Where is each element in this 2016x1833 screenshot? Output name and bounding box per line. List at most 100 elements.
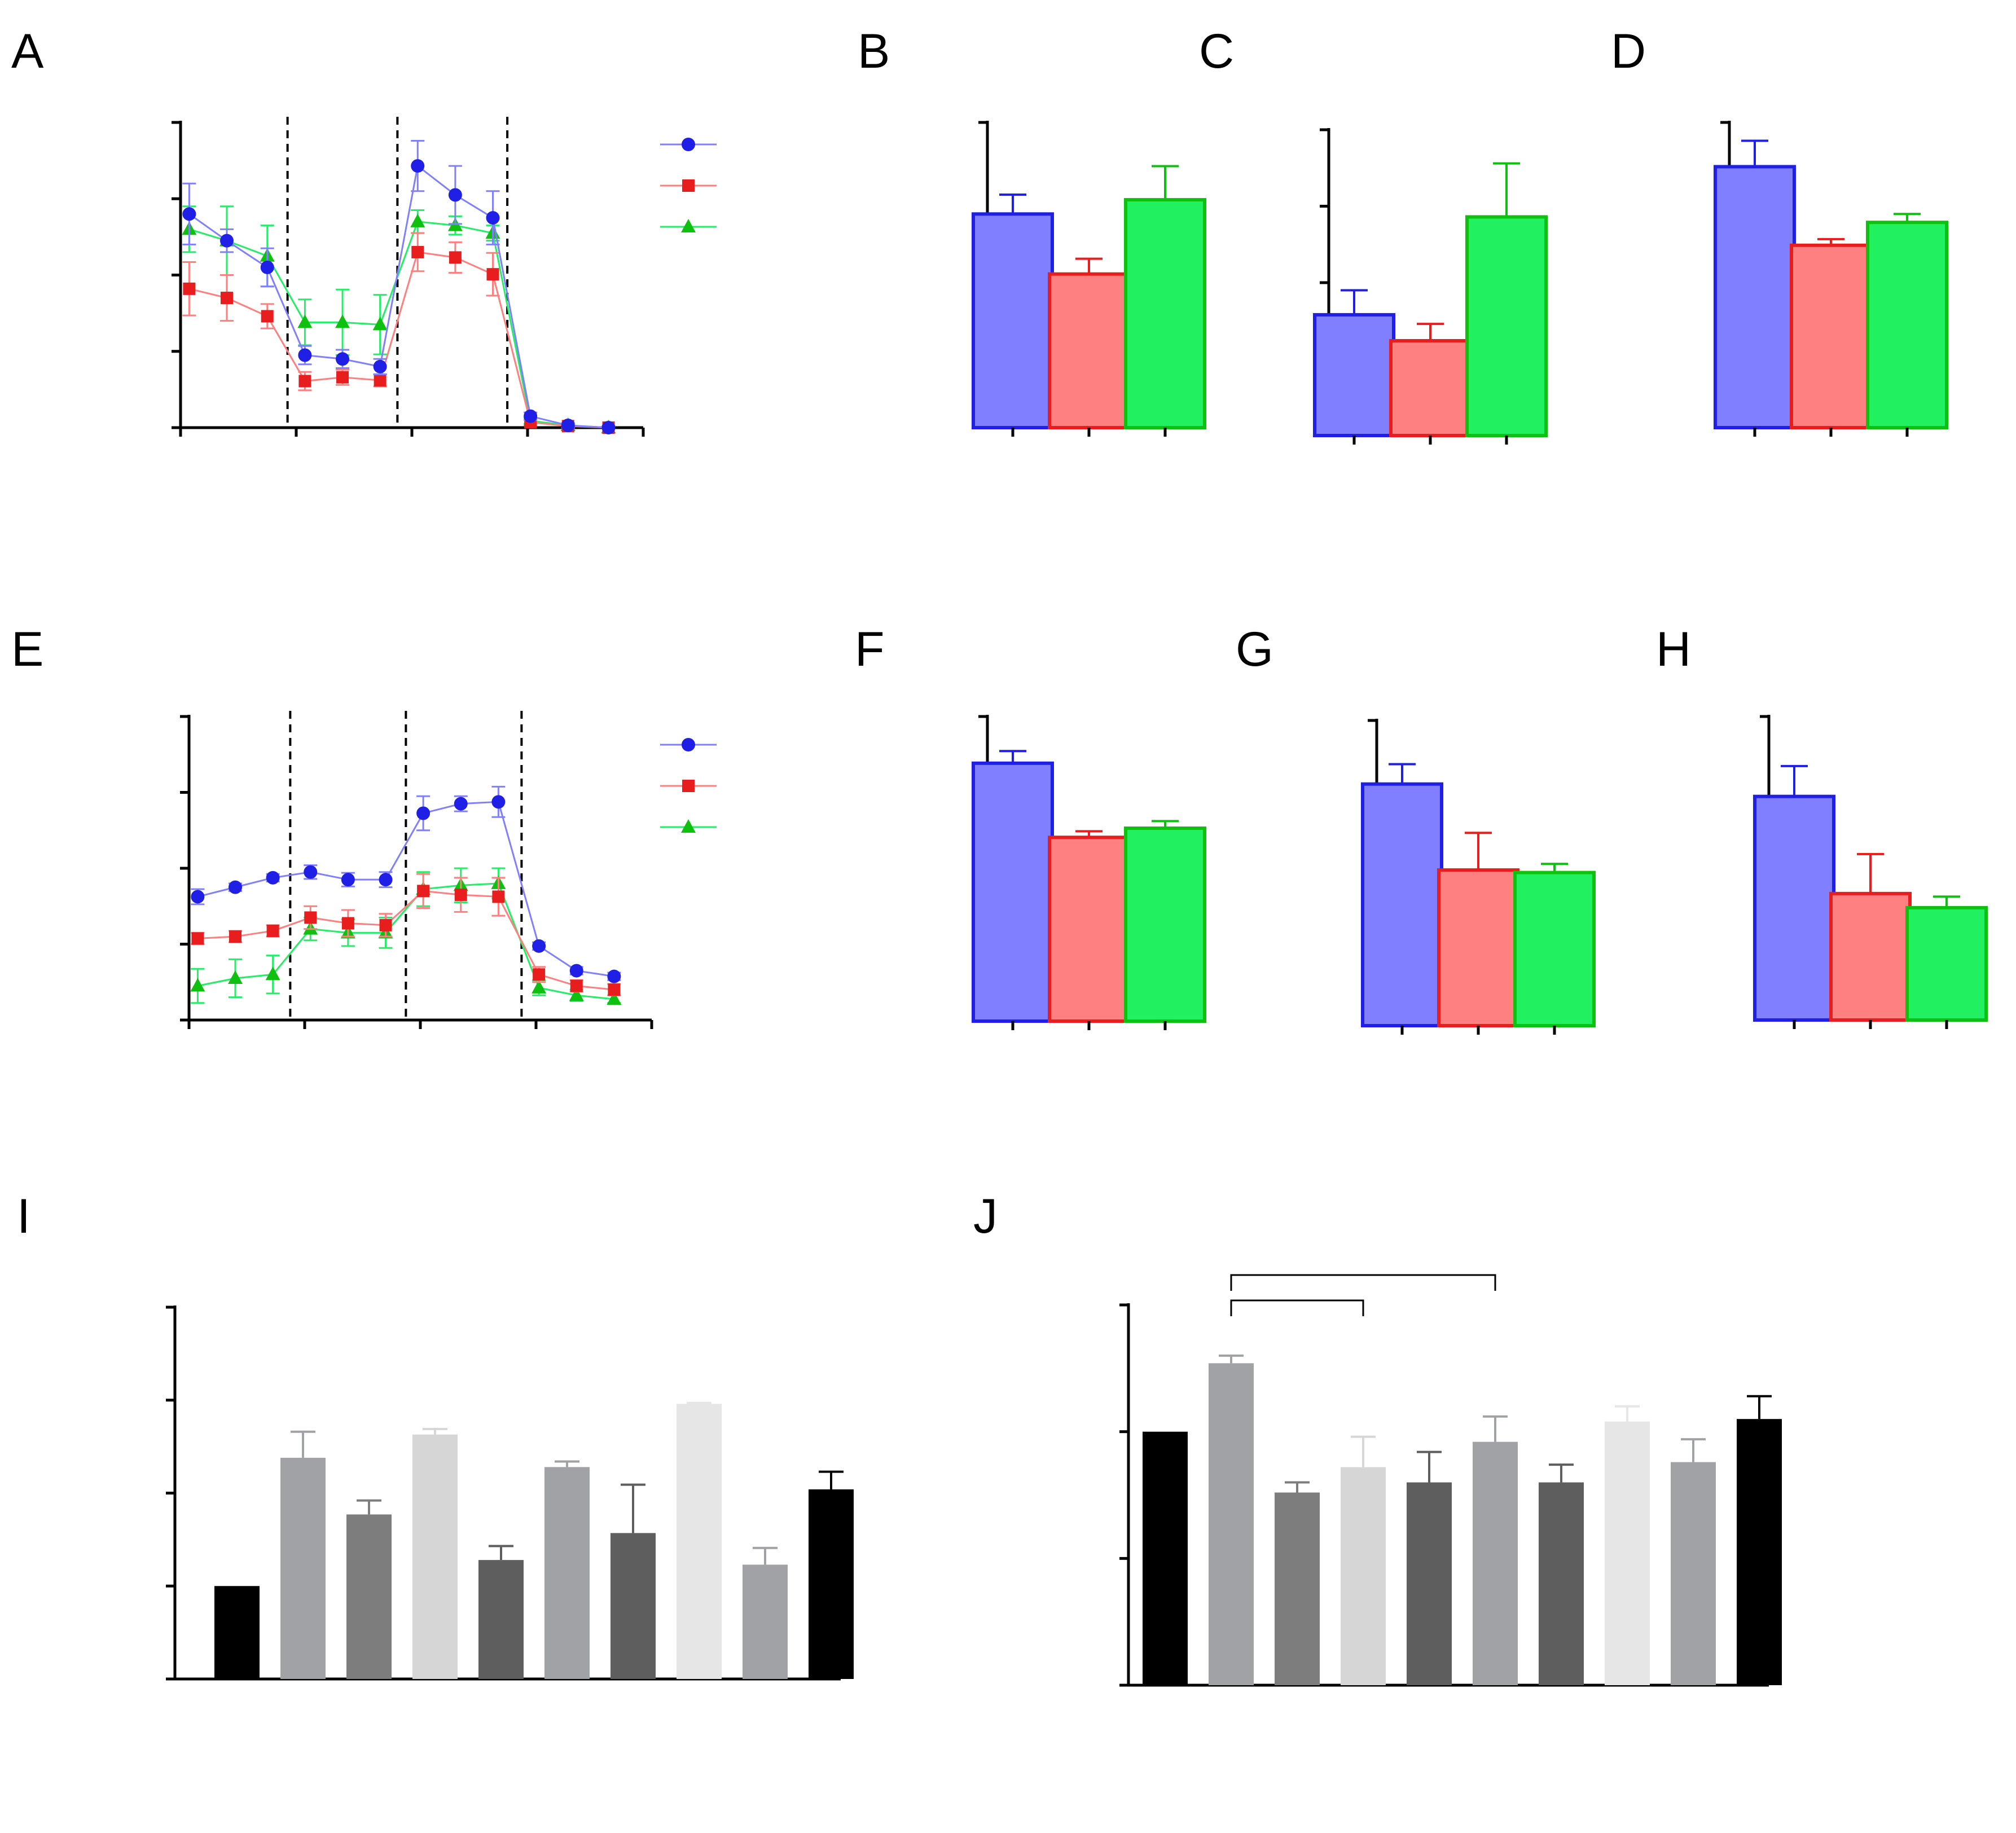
comparison-bracket bbox=[1230, 1274, 1496, 1291]
bar bbox=[809, 1489, 854, 1679]
bar bbox=[1866, 221, 1948, 429]
data-point bbox=[532, 979, 547, 994]
data-point bbox=[492, 890, 505, 903]
panel-letter-a: A bbox=[11, 24, 44, 78]
comparison-bracket bbox=[1230, 1299, 1364, 1316]
data-point bbox=[304, 865, 318, 879]
bar bbox=[972, 212, 1054, 429]
bar bbox=[1671, 1462, 1716, 1685]
legend-marker bbox=[682, 780, 695, 792]
data-point bbox=[372, 317, 388, 331]
chart-a bbox=[172, 117, 717, 437]
data-point bbox=[183, 282, 196, 295]
chart-e bbox=[180, 711, 717, 1029]
bar bbox=[1048, 836, 1130, 1023]
data-point bbox=[336, 352, 349, 366]
data-point bbox=[607, 991, 622, 1005]
bar bbox=[1790, 243, 1872, 429]
bar bbox=[544, 1467, 590, 1679]
data-point bbox=[373, 359, 387, 373]
legend-marker bbox=[681, 819, 696, 833]
data-point bbox=[229, 930, 241, 943]
data-point bbox=[533, 968, 546, 981]
data-point bbox=[532, 939, 546, 953]
legend-marker bbox=[682, 138, 695, 151]
panel-letter-i: I bbox=[17, 1189, 30, 1243]
chart-h bbox=[1753, 715, 1988, 1029]
data-point bbox=[298, 375, 311, 388]
data-point bbox=[228, 970, 243, 984]
data-point bbox=[410, 213, 425, 227]
bar bbox=[1143, 1431, 1188, 1685]
bar bbox=[1539, 1482, 1584, 1685]
bar bbox=[1473, 1441, 1518, 1685]
data-point bbox=[182, 207, 196, 221]
bar bbox=[214, 1586, 260, 1679]
data-point bbox=[417, 885, 430, 898]
data-point bbox=[266, 871, 280, 885]
data-point bbox=[486, 268, 499, 281]
data-point bbox=[411, 159, 425, 173]
bar bbox=[1124, 827, 1206, 1023]
data-point bbox=[335, 314, 350, 328]
bar bbox=[1341, 1467, 1386, 1685]
bar bbox=[1605, 1421, 1650, 1685]
series-line bbox=[188, 221, 609, 429]
bar bbox=[412, 1434, 458, 1679]
bar bbox=[1407, 1482, 1452, 1685]
panel-letter-f: F bbox=[855, 622, 885, 676]
data-point bbox=[608, 983, 621, 996]
data-point bbox=[570, 979, 583, 992]
series-line bbox=[197, 882, 614, 1000]
data-point bbox=[486, 211, 500, 225]
data-point bbox=[374, 374, 386, 387]
data-point bbox=[569, 964, 583, 978]
bar bbox=[478, 1560, 524, 1679]
panel-letter-b: B bbox=[858, 24, 890, 78]
data-point bbox=[607, 969, 621, 983]
chart-i bbox=[166, 1305, 854, 1681]
chart-f bbox=[972, 715, 1206, 1030]
data-point bbox=[261, 310, 274, 323]
chart-g bbox=[1361, 719, 1596, 1035]
data-point bbox=[265, 966, 280, 981]
data-point bbox=[416, 806, 431, 820]
legend-marker bbox=[682, 179, 695, 192]
series-line bbox=[189, 251, 609, 429]
data-point bbox=[190, 978, 205, 992]
data-point bbox=[341, 917, 354, 930]
data-point bbox=[221, 292, 233, 305]
bar bbox=[1753, 794, 1835, 1022]
panel-letter-c: C bbox=[1199, 24, 1234, 78]
data-point bbox=[304, 911, 317, 924]
chart-b bbox=[972, 121, 1206, 437]
chart-d bbox=[1714, 121, 1948, 437]
bar bbox=[1048, 272, 1130, 429]
bar bbox=[743, 1564, 788, 1679]
series-line bbox=[197, 890, 614, 991]
data-point bbox=[454, 797, 468, 811]
bar bbox=[1313, 313, 1395, 437]
data-point bbox=[524, 409, 538, 423]
bar bbox=[280, 1457, 326, 1679]
data-point bbox=[341, 873, 355, 887]
data-point bbox=[454, 889, 467, 902]
bar bbox=[1275, 1492, 1320, 1685]
bar bbox=[1437, 868, 1519, 1027]
data-point bbox=[601, 421, 616, 434]
bar bbox=[1737, 1419, 1782, 1685]
chart-c bbox=[1313, 128, 1548, 445]
data-point bbox=[448, 188, 462, 202]
data-point bbox=[411, 245, 424, 258]
data-point bbox=[491, 795, 506, 809]
data-point bbox=[379, 918, 392, 931]
chart-j bbox=[1119, 1274, 1782, 1687]
panel-letter-j: J bbox=[973, 1189, 998, 1243]
bar bbox=[972, 761, 1054, 1023]
data-point bbox=[336, 371, 349, 384]
data-point bbox=[561, 418, 575, 432]
legend-marker bbox=[682, 738, 695, 751]
bar bbox=[346, 1514, 392, 1679]
data-point bbox=[298, 348, 312, 362]
